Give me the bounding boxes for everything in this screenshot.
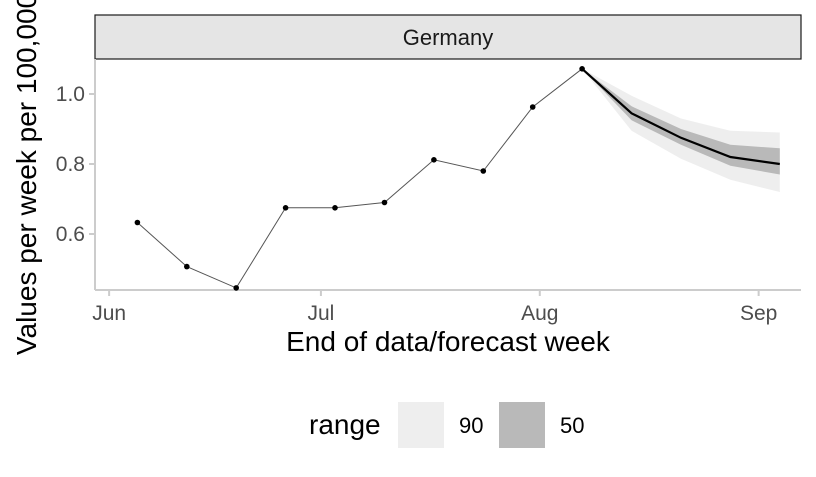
band-50 bbox=[582, 68, 780, 175]
observed-point bbox=[134, 219, 141, 226]
x-tick-label: Sep bbox=[740, 302, 777, 325]
observed-point bbox=[332, 205, 338, 211]
observed-point bbox=[431, 157, 437, 163]
facet-label: Germany bbox=[403, 25, 493, 50]
forecast-bands bbox=[582, 68, 780, 192]
legend-label-50: 50 bbox=[560, 413, 584, 438]
y-tick-label: 0.6 bbox=[56, 223, 85, 246]
y-axis-title: Values per week per 100,000 bbox=[11, 0, 42, 355]
x-axis-title: End of data/forecast week bbox=[286, 326, 611, 357]
y-tick-label: 0.8 bbox=[56, 153, 85, 176]
x-tick-label: Aug bbox=[521, 302, 558, 325]
y-tick-label: 1.0 bbox=[56, 83, 85, 106]
series-lines bbox=[137, 67, 780, 289]
forecast-median-line bbox=[581, 67, 780, 166]
legend-title: range bbox=[309, 409, 381, 440]
legend-label-90: 90 bbox=[459, 413, 483, 438]
observed-point bbox=[184, 263, 190, 270]
x-tick-label: Jun bbox=[92, 302, 126, 325]
observed-point bbox=[381, 199, 388, 206]
y-ticks: 0.6 0.8 1.0 bbox=[56, 83, 95, 246]
legend-swatch-90 bbox=[398, 402, 444, 448]
x-tick-label: Jul bbox=[307, 302, 334, 325]
observed-line bbox=[137, 68, 583, 289]
observed-points bbox=[134, 66, 585, 291]
legend-swatch-50 bbox=[499, 402, 545, 448]
observed-point bbox=[480, 168, 487, 174]
legend: range 90 50 bbox=[309, 402, 584, 448]
observed-point bbox=[282, 205, 289, 211]
observed-point bbox=[529, 104, 536, 110]
observed-point bbox=[579, 66, 585, 72]
x-ticks: Jun Jul Aug Sep bbox=[92, 290, 777, 325]
observed-point bbox=[233, 285, 239, 291]
facet-strip bbox=[94, 14, 802, 60]
